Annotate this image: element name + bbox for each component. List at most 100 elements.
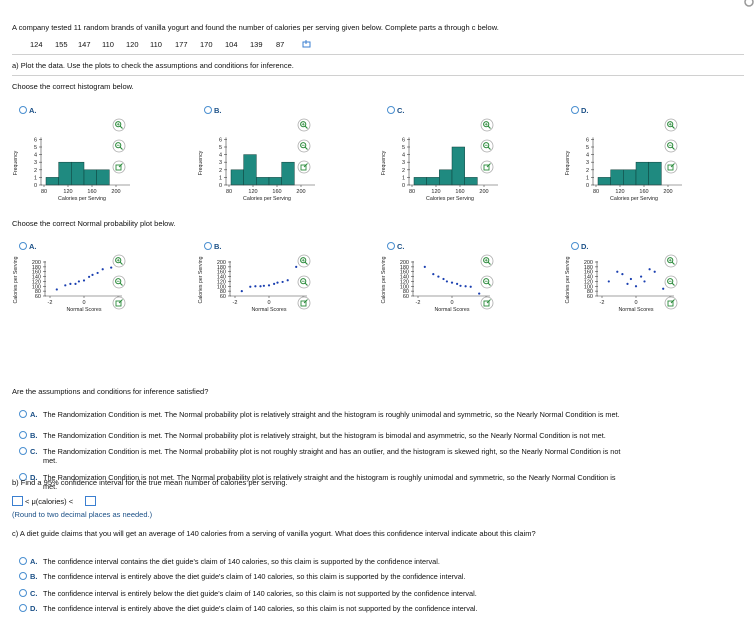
assumption-option-d-text[interactable]: The Randomization Condition is not met. …	[43, 473, 616, 482]
popout-icon[interactable]	[297, 160, 311, 174]
zoom-out-icon[interactable]	[480, 139, 494, 153]
probplot-point	[662, 287, 665, 290]
claim-option-d-letter: D.	[30, 604, 38, 613]
histogram-ytick: 2	[402, 168, 405, 174]
probplot-point	[74, 282, 77, 285]
histogram-ytick: 5	[219, 145, 222, 151]
assumption-option-a-text[interactable]: The Randomization Condition is met. The …	[43, 410, 620, 419]
histogram-option-b-radio[interactable]	[204, 106, 212, 114]
probplot-ytick: 200	[217, 260, 226, 266]
zoom-in-icon[interactable]	[664, 118, 678, 132]
histogram-xtick: 80	[409, 189, 415, 195]
probplot-option-b: B. Calories per Serving 200 180 160 140 120 100…	[197, 239, 372, 379]
zoom-in-icon[interactable]	[664, 254, 678, 268]
claim-option-c-text[interactable]: The confidence interval is entirely belo…	[43, 589, 477, 598]
assumption-option-a-radio[interactable]	[19, 410, 27, 418]
probplot-point	[91, 273, 94, 276]
histogram-xtick: 160	[272, 189, 281, 195]
copy-data-icon[interactable]	[302, 40, 311, 49]
histogram-option-letter: D.	[581, 106, 589, 115]
claim-option-a-radio[interactable]	[19, 557, 27, 565]
histogram-option-c-radio[interactable]	[387, 106, 395, 114]
zoom-out-icon[interactable]	[297, 275, 311, 289]
probplot-point	[469, 285, 472, 288]
probplot-ytick: 200	[400, 260, 409, 266]
claim-option-b-radio[interactable]	[19, 572, 27, 580]
data-value: 124	[30, 40, 43, 49]
zoom-out-icon[interactable]	[664, 275, 678, 289]
histogram-xtick: 120	[63, 189, 72, 195]
popout-icon[interactable]	[480, 296, 494, 310]
histogram-ytick: 1	[219, 175, 222, 181]
histogram-ytick: 2	[34, 168, 37, 174]
histogram-bar	[648, 161, 662, 186]
probplot-option-letter: D.	[581, 242, 589, 251]
histogram-ytick: 4	[586, 153, 589, 159]
zoom-in-icon[interactable]	[480, 254, 494, 268]
zoom-out-icon[interactable]	[112, 275, 126, 289]
probplot-point	[607, 280, 610, 283]
probplot-option-b-radio[interactable]	[204, 242, 212, 250]
claim-option-d-text[interactable]: The confidence interval is entirely abov…	[43, 604, 478, 613]
popout-icon[interactable]	[664, 160, 678, 174]
probplot-xtick: 0	[82, 300, 85, 306]
rounding-hint: (Round to two decimal places as needed.)	[12, 510, 153, 519]
histogram-option-d-radio[interactable]	[571, 106, 579, 114]
probplot-ytick: 160	[584, 270, 593, 276]
popout-icon[interactable]	[112, 296, 126, 310]
assumption-option-c-text[interactable]: The Randomization Condition is met. The …	[43, 447, 621, 456]
popout-icon[interactable]	[664, 296, 678, 310]
probplot-option-d-radio[interactable]	[571, 242, 579, 250]
popout-icon[interactable]	[480, 160, 494, 174]
claim-option-a-letter: A.	[30, 557, 38, 566]
assumption-option-b-text[interactable]: The Randomization Condition is met. The …	[43, 431, 606, 440]
probplot-option-a-radio[interactable]	[19, 242, 27, 250]
zoom-in-icon[interactable]	[297, 254, 311, 268]
zoom-in-icon[interactable]	[112, 118, 126, 132]
popout-icon[interactable]	[112, 160, 126, 174]
probplot-point	[640, 275, 643, 278]
zoom-in-icon[interactable]	[480, 118, 494, 132]
claim-option-b-text[interactable]: The confidence interval is entirely abov…	[43, 572, 466, 581]
assumption-option-c-text-cont[interactable]: met.	[43, 456, 58, 465]
settings-icon[interactable]	[742, 0, 754, 8]
popout-icon[interactable]	[297, 296, 311, 310]
probplot-ytick: 120	[400, 279, 409, 285]
zoom-out-icon[interactable]	[664, 139, 678, 153]
probplot-point	[88, 275, 91, 278]
zoom-out-icon[interactable]	[480, 275, 494, 289]
zoom-out-icon[interactable]	[112, 139, 126, 153]
claim-option-c-radio[interactable]	[19, 589, 27, 597]
assumption-option-d-radio[interactable]	[19, 473, 27, 481]
zoom-in-icon[interactable]	[297, 118, 311, 132]
histogram-option-a-radio[interactable]	[19, 106, 27, 114]
histogram-option-letter: C.	[397, 106, 405, 115]
probplot-point	[55, 288, 58, 291]
probplot-ytick: 140	[217, 275, 226, 281]
probplot-ytick: 120	[217, 279, 226, 285]
zoom-out-icon[interactable]	[297, 139, 311, 153]
claim-option-a-text[interactable]: The confidence interval contains the die…	[43, 557, 440, 566]
probplot-option-c-radio[interactable]	[387, 242, 395, 250]
assumption-option-d-text-cont[interactable]: met.	[43, 482, 58, 491]
probplot-point	[459, 284, 462, 287]
probplot-chart: Calories per Serving 20018016014012010080…	[198, 254, 311, 313]
ci-upper-input[interactable]	[85, 496, 96, 506]
assumption-option-c-radio[interactable]	[19, 447, 27, 455]
probplot-ytick: 140	[584, 275, 593, 281]
histogram-ytick: 4	[34, 153, 37, 159]
assumption-option-a-letter: A.	[30, 410, 38, 419]
probplot-chart: Calories per Serving 20018016014012010080…	[565, 254, 678, 313]
probplot-point	[478, 292, 481, 295]
probplot-point	[69, 282, 72, 285]
probplot-option-c: C. Calories per Serving 200 180 160 140 120 100…	[380, 239, 555, 379]
probplot-point	[464, 285, 467, 288]
claim-option-d-radio[interactable]	[19, 604, 27, 612]
probplot-ytick: 80	[403, 289, 409, 295]
assumption-option-b-radio[interactable]	[19, 431, 27, 439]
zoom-in-icon[interactable]	[112, 254, 126, 268]
probplot-ytick: 180	[584, 265, 593, 271]
histogram-bar	[71, 161, 85, 186]
ci-lower-input[interactable]	[12, 496, 23, 506]
probplot-xtick: -2	[233, 300, 238, 306]
